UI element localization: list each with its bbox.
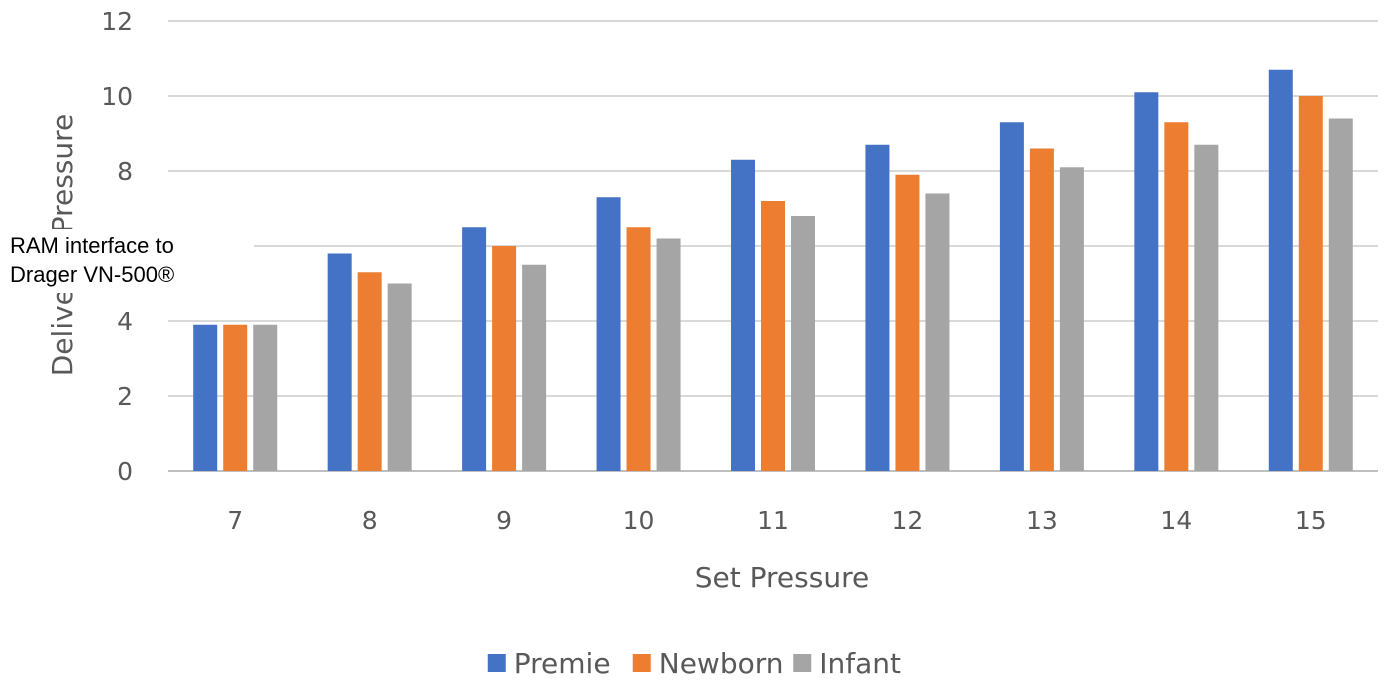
bar-infant-15 — [1328, 118, 1353, 471]
x-axis-ticks: 7 8 9 10 11 12 13 14 15 — [227, 506, 1326, 535]
overlay-label-line2: Drager VN-500® — [10, 262, 175, 287]
x-tick-label: 15 — [1295, 506, 1327, 535]
legend: Premie Newborn Infant — [487, 647, 901, 680]
bar-newborn-15 — [1298, 96, 1323, 471]
x-tick-label: 10 — [623, 506, 655, 535]
y-tick-label: 0 — [117, 457, 133, 486]
y-tick-label: 2 — [117, 382, 133, 411]
y-tick-label: 8 — [117, 157, 133, 186]
bar-infant-14 — [1194, 144, 1219, 471]
bar-premie-14 — [1134, 92, 1159, 471]
x-tick-label: 13 — [1026, 506, 1058, 535]
y-tick-label: 4 — [117, 307, 133, 336]
x-tick-label: 12 — [892, 506, 924, 535]
bar-infant-11 — [791, 216, 815, 471]
x-tick-label: 14 — [1160, 506, 1192, 535]
y-tick-label: 10 — [101, 82, 133, 111]
legend-label-newborn: Newborn — [659, 647, 784, 680]
bar-premie-12 — [865, 144, 890, 471]
x-tick-label: 9 — [496, 506, 512, 535]
bar-series — [193, 69, 1353, 471]
legend-swatch-newborn — [632, 654, 651, 672]
legend-swatch-premie — [487, 654, 506, 672]
x-tick-label: 11 — [757, 506, 789, 535]
legend-label-infant: Infant — [819, 647, 901, 680]
bar-newborn-13 — [1029, 148, 1054, 471]
bar-infant-13 — [1059, 167, 1084, 471]
bar-premie-9 — [462, 227, 487, 471]
bar-infant-8 — [387, 283, 412, 471]
bar-premie-11 — [731, 159, 755, 471]
bar-infant-12 — [925, 193, 950, 471]
bar-newborn-11 — [761, 201, 785, 471]
x-tick-label: 8 — [362, 506, 378, 535]
x-tick-label: 7 — [227, 506, 243, 535]
x-axis-title: Set Pressure — [695, 561, 869, 594]
bar-newborn-7 — [223, 324, 248, 471]
bar-premie-8 — [327, 253, 352, 471]
y-tick-label: 12 — [101, 7, 133, 36]
bar-newborn-8 — [357, 272, 382, 471]
bar-infant-10 — [656, 238, 681, 471]
bar-premie-10 — [596, 197, 621, 471]
bar-newborn-12 — [895, 174, 920, 471]
overlay-label: RAM interface to Drager VN-500® — [8, 229, 254, 293]
overlay-label-line1: RAM interface to — [10, 233, 174, 258]
legend-label-premie: Premie — [514, 647, 611, 680]
bar-premie-15 — [1268, 69, 1293, 471]
bar-newborn-10 — [626, 227, 651, 471]
bar-infant-9 — [522, 264, 547, 471]
legend-swatch-infant — [793, 654, 812, 672]
bar-newborn-14 — [1164, 122, 1189, 471]
bar-premie-13 — [999, 122, 1024, 471]
bar-newborn-9 — [492, 246, 517, 471]
bar-infant-7 — [253, 324, 278, 471]
bar-premie-7 — [193, 324, 218, 471]
